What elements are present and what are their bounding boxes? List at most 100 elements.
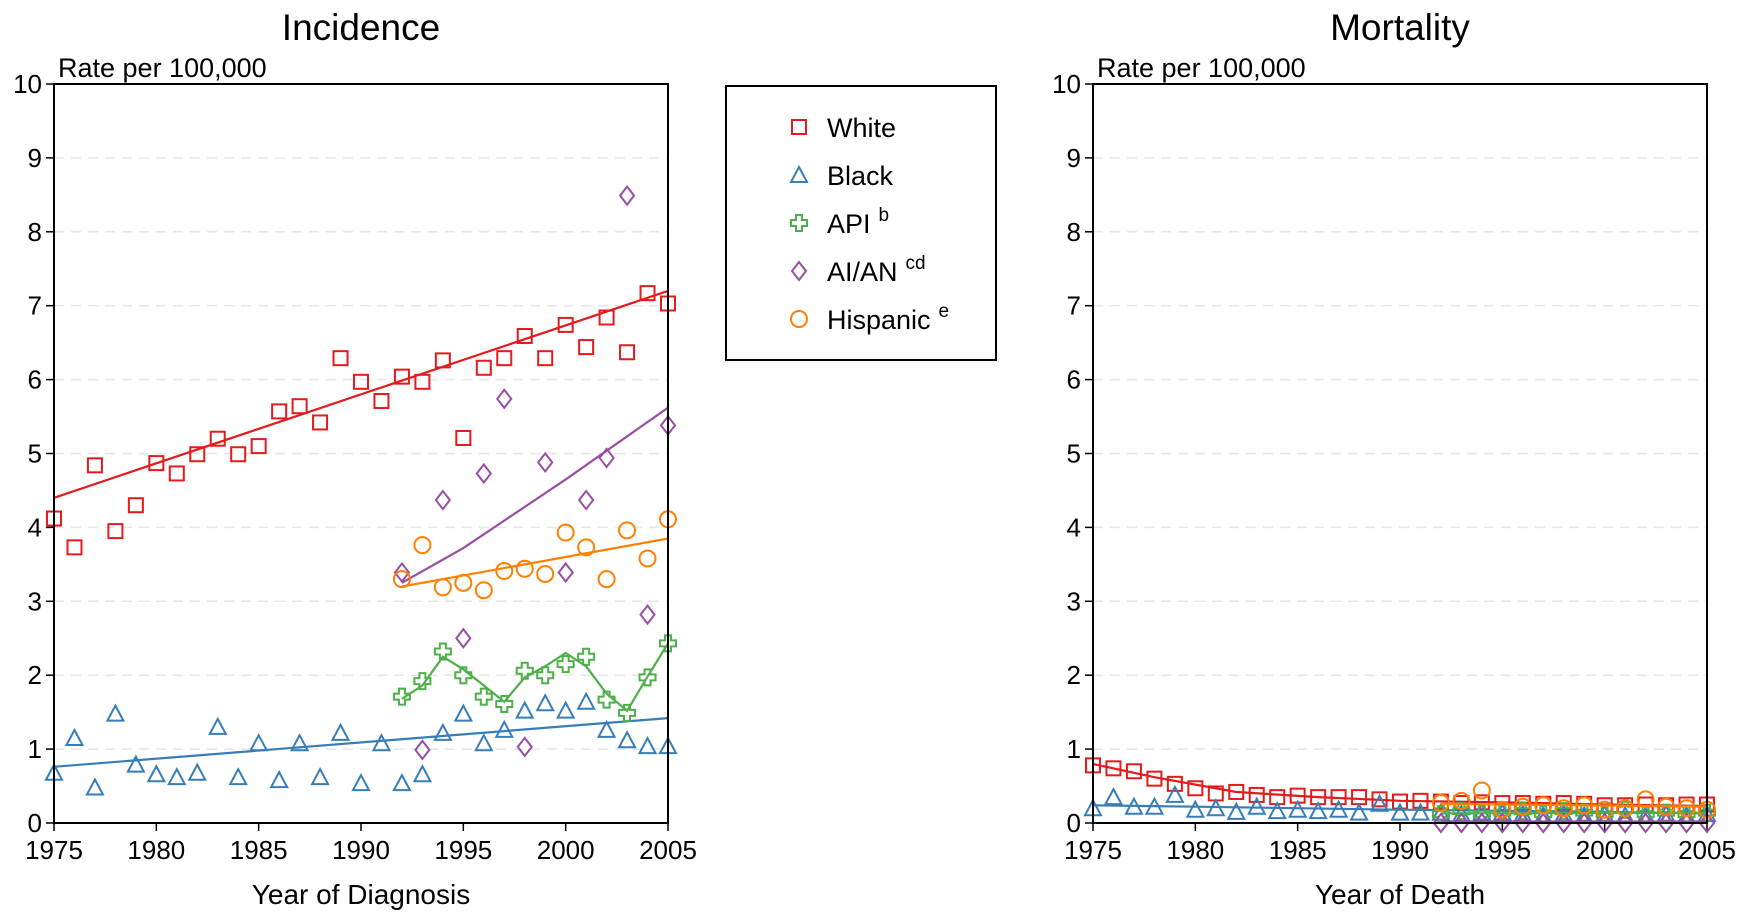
incidence-point-white — [496, 350, 513, 367]
incidence-point-ai-an — [618, 184, 636, 207]
incidence-point-white — [209, 430, 226, 447]
mortality-point-ai-an — [1698, 812, 1716, 834]
incidence-point-black — [228, 767, 248, 786]
mortality-point-hispanic — [1452, 791, 1471, 810]
incidence-point-white — [148, 455, 165, 472]
mortality-xtick-label: 1995 — [1473, 835, 1531, 865]
incidence-point-hispanic — [413, 536, 432, 555]
incidence-point-black — [85, 777, 105, 796]
incidence-title: Incidence — [282, 7, 440, 48]
incidence-point-white — [189, 446, 206, 463]
incidence-point-white — [414, 373, 431, 390]
incidence-point-black — [310, 767, 330, 786]
incidence-point-ai-an — [393, 561, 411, 584]
incidence-point-black — [556, 700, 576, 719]
mortality-point-hispanic — [1677, 799, 1696, 818]
mortality-point-black — [1349, 802, 1369, 821]
incidence-point-black — [412, 764, 433, 783]
incidence-point-white — [455, 429, 472, 446]
mortality-xtick-label: 1990 — [1371, 835, 1429, 865]
mortality-point-white — [1105, 760, 1122, 777]
incidence-point-black — [167, 767, 187, 786]
mortality-point-white — [1146, 770, 1163, 787]
mortality-xlabel: Year of Death — [1315, 879, 1485, 910]
incidence-trend-line-api — [401, 642, 669, 713]
incidence-point-black — [576, 691, 596, 710]
mortality-ytick-label: 8 — [1067, 217, 1081, 247]
mortality-ytick-label: 0 — [1067, 808, 1081, 838]
mortality-point-hispanic — [1575, 796, 1594, 815]
incidence-point-hispanic — [597, 570, 616, 589]
mortality-ytick-label: 3 — [1067, 586, 1081, 616]
mortality-point-black — [1165, 784, 1185, 803]
mortality-point-ai-an — [1575, 812, 1593, 834]
mortality-point-white — [1125, 763, 1142, 780]
mortality-point-ai-an — [1596, 812, 1613, 834]
mortality-point-black — [1369, 793, 1390, 812]
incidence-point-black — [105, 703, 126, 722]
mortality-ytick-label: 1 — [1067, 734, 1081, 764]
mortality-point-ai-an — [1473, 812, 1491, 834]
incidence-point-white — [557, 316, 574, 333]
mortality-point-hispanic — [1657, 797, 1676, 816]
legend-superscript: e — [939, 301, 950, 322]
incidence-point-ai-an — [639, 603, 656, 626]
mortality-point-black — [1206, 798, 1226, 817]
mortality-point-white — [1228, 783, 1245, 800]
incidence-point-ai-an — [598, 447, 615, 469]
incidence-panel: Incidence Rate per 100,000 Year of Diagnos… — [13, 7, 697, 910]
mortality-point-white — [1166, 775, 1183, 792]
incidence-point-white — [250, 438, 267, 455]
incidence-point-black — [146, 764, 166, 783]
incidence-point-black — [596, 719, 617, 738]
mortality-point-hispanic — [1513, 797, 1532, 816]
incidence-point-api — [454, 666, 473, 685]
incidence-point-api — [474, 687, 493, 706]
incidence-point-white — [393, 368, 410, 385]
incidence-point-white — [475, 359, 492, 376]
incidence-ytick-label: 0 — [28, 808, 42, 838]
incidence-point-white — [353, 373, 369, 390]
incidence-point-hispanic — [392, 570, 411, 589]
mortality-series-ai-an — [1432, 812, 1716, 834]
mortality-xtick-label: 2005 — [1678, 835, 1736, 865]
mortality-xtick-label: 1985 — [1269, 835, 1327, 865]
incidence-ytick-label: 1 — [28, 734, 42, 764]
incidence-point-api — [618, 703, 637, 722]
mortality-point-black — [1247, 796, 1267, 815]
mortality-point-ai-an — [1432, 812, 1450, 834]
incidence-point-black — [371, 733, 392, 752]
mortality-point-black — [1328, 799, 1349, 818]
incidence-point-hispanic — [638, 549, 657, 568]
incidence-ytick-label: 7 — [28, 291, 42, 321]
incidence-point-ai-an — [495, 388, 513, 410]
incidence-xtick-label: 1975 — [25, 835, 83, 865]
incidence-point-hispanic — [577, 538, 596, 557]
incidence-point-black — [208, 716, 228, 735]
mortality-point-black — [1390, 802, 1410, 821]
legend-superscript: cd — [906, 253, 926, 274]
legend-label-hispanic: Hispanic e — [827, 301, 949, 335]
mortality-point-black — [1308, 801, 1328, 820]
legend-marker-white — [791, 119, 807, 135]
incidence-point-hispanic — [474, 581, 493, 600]
incidence-point-white — [598, 309, 615, 326]
incidence-point-ai-an — [536, 451, 554, 473]
incidence-point-ai-an — [557, 561, 574, 584]
mortality-point-hispanic — [1595, 800, 1614, 819]
mortality-point-ai-an — [1678, 812, 1695, 834]
incidence-ylabel: Rate per 100,000 — [58, 53, 267, 83]
incidence-point-white — [230, 446, 247, 463]
incidence-xlabel: Year of Diagnosis — [252, 879, 470, 910]
mortality-point-hispanic — [1616, 799, 1635, 818]
incidence-point-white — [168, 465, 185, 482]
mortality-point-ai-an — [1453, 812, 1470, 834]
mortality-ytick-label: 7 — [1067, 291, 1081, 321]
incidence-point-api — [659, 634, 677, 653]
mortality-point-black — [1103, 787, 1124, 806]
incidence-point-white — [516, 327, 533, 344]
incidence-trend-line-hispanic — [401, 537, 669, 588]
incidence-point-black — [289, 733, 310, 752]
mortality-ytick-label: 9 — [1067, 143, 1081, 173]
incidence-point-black — [249, 733, 269, 752]
